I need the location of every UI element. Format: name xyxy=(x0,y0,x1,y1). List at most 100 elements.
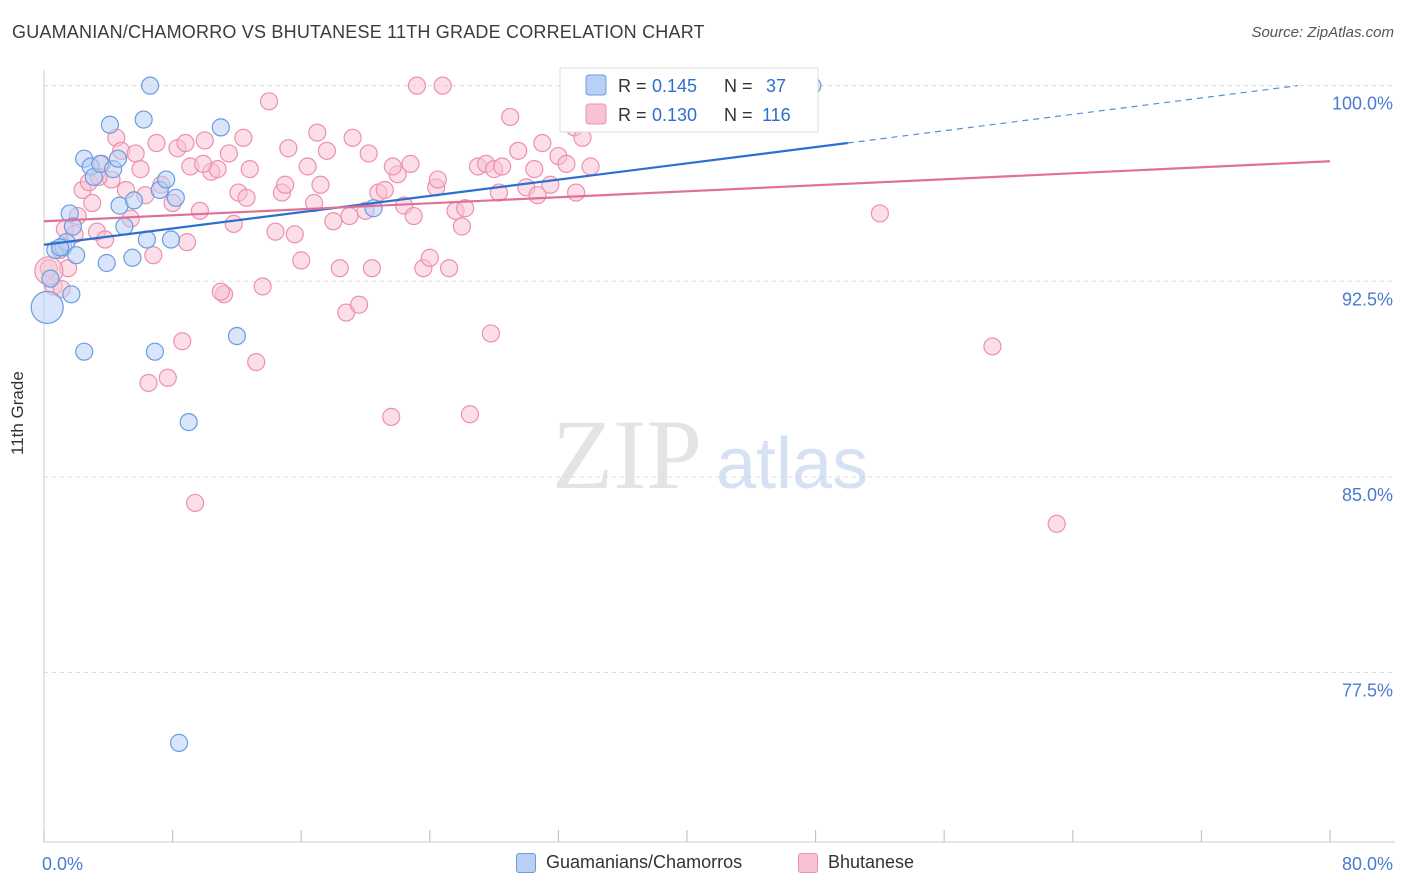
guamanian-point xyxy=(140,76,160,95)
bhutanese-point xyxy=(158,368,177,387)
bhutanese-point xyxy=(404,206,423,226)
bhutanese-point xyxy=(362,259,382,278)
bhutanese-point xyxy=(144,246,163,265)
bhutanese-point xyxy=(126,144,145,163)
watermark: ZIP atlas xyxy=(552,399,868,510)
bhutanese-point xyxy=(460,405,480,424)
guamanian-point xyxy=(161,230,181,249)
guamanian-point xyxy=(123,248,142,267)
bhutanese-point xyxy=(1047,514,1066,533)
y-tick-label: 100.0% xyxy=(1332,94,1393,114)
stats-legend: R = 0.145 N = 37 R = 0.130 N = 116 xyxy=(559,67,819,133)
guamanian-point xyxy=(100,115,120,134)
bhutanese-point xyxy=(259,92,279,111)
watermark-zip: ZIP xyxy=(552,399,702,510)
bhutanese-point xyxy=(194,154,213,173)
bhutanese-point xyxy=(253,277,272,296)
bhutanese-point xyxy=(383,157,402,176)
y-tick-labels: 100.0% 92.5% 85.0% 77.5% xyxy=(1332,94,1393,701)
y-tick-label: 85.0% xyxy=(1342,485,1393,505)
legend-label-bhutanese: Bhutanese xyxy=(828,852,915,872)
bhutanese-point xyxy=(211,282,230,301)
bhutanese-point xyxy=(481,324,500,343)
bhutanese-point xyxy=(407,76,427,95)
stats-legend-swatch-pink xyxy=(585,103,607,125)
bhutanese-point xyxy=(240,160,259,179)
stats-n-value-blue: 37 xyxy=(766,76,786,96)
bhutanese-point xyxy=(139,373,158,393)
guamanian-point xyxy=(179,412,198,432)
trend-lines xyxy=(43,85,1331,246)
stats-r-value-pink: 0.130 xyxy=(652,105,697,125)
legend-swatch-pink xyxy=(798,852,818,873)
bhutanese-point xyxy=(509,141,528,160)
bhutanese-point xyxy=(349,295,369,314)
bhutanese-point xyxy=(234,128,253,147)
bhutanese-point xyxy=(308,123,327,142)
guamanian-point xyxy=(63,217,83,236)
legend-item-bhutanese[interactable]: Bhutanese xyxy=(798,852,914,873)
bhutanese-point xyxy=(298,157,317,176)
bhutanese-point xyxy=(285,225,304,244)
y-tick-label: 92.5% xyxy=(1342,289,1393,309)
bhutanese-point xyxy=(983,337,1002,356)
guamanian-point xyxy=(75,342,94,361)
bhutanese-point xyxy=(247,353,266,372)
bhutanese-point xyxy=(340,206,359,226)
legend-swatch-blue xyxy=(516,852,536,873)
bhutanese-point xyxy=(177,233,197,252)
bhutanese-point xyxy=(147,133,166,153)
guamanian-point xyxy=(227,326,246,346)
bhutanese-point xyxy=(190,201,210,220)
bhutanese-point xyxy=(456,199,475,218)
bhutanese-point xyxy=(173,332,192,351)
bhutanese-point xyxy=(375,180,394,200)
bhutanese-point xyxy=(452,217,472,236)
watermark-atlas: atlas xyxy=(716,424,868,504)
stats-r-label-pink: R = xyxy=(618,105,647,125)
bhutanese-points xyxy=(34,76,1066,533)
bhutanese-point xyxy=(195,131,214,150)
legend-label-guamanians: Guamanians/Chamorros xyxy=(546,852,743,872)
bhutanese-point xyxy=(566,183,586,202)
bhutanese-point xyxy=(330,259,349,278)
legend-item-guamanians[interactable]: Guamanians/Chamorros xyxy=(516,852,742,873)
bhutanese-point xyxy=(528,186,547,205)
guamanian-point xyxy=(41,269,60,288)
stats-n-value-pink: 116 xyxy=(762,105,791,125)
bhutanese-point xyxy=(525,160,544,179)
guamanian-point xyxy=(169,733,189,752)
bhutanese-point xyxy=(279,139,298,158)
bhutanese-point xyxy=(224,214,243,233)
stats-n-label-pink: N = xyxy=(724,105,753,125)
bhutanese-point xyxy=(359,144,378,163)
bhutanese-point xyxy=(324,212,343,231)
bhutanese-point xyxy=(581,157,600,176)
axes xyxy=(43,70,1395,843)
bhutanese-point xyxy=(95,230,115,249)
guamanian-point xyxy=(115,217,134,236)
bhutanese-point xyxy=(501,107,520,127)
guamanian-point xyxy=(166,188,185,207)
bhutanese-point xyxy=(292,251,311,270)
bhutanese-point xyxy=(433,76,452,95)
bhutanese-point xyxy=(317,141,337,160)
y-tick-label: 77.5% xyxy=(1342,680,1393,700)
guamanian-point xyxy=(157,170,176,189)
guamanian-point xyxy=(67,246,86,265)
bhutanese-point xyxy=(276,175,295,194)
stats-legend-swatch-blue xyxy=(585,74,607,96)
bhutanese-point xyxy=(420,248,439,267)
guamanian-point xyxy=(145,342,165,361)
stats-n-label-blue: N = xyxy=(724,76,753,96)
bhutanese-trend-line xyxy=(43,160,1331,223)
bhutanese-point xyxy=(401,154,420,173)
bhutanese-point xyxy=(237,188,256,207)
bhutanese-point xyxy=(186,493,205,513)
bhutanese-point xyxy=(176,133,195,153)
bhutanese-point xyxy=(439,259,459,278)
bhutanese-point xyxy=(311,175,330,194)
x-tick-label: 0.0% xyxy=(42,854,83,874)
guamanian-trend-extension xyxy=(847,85,1298,144)
